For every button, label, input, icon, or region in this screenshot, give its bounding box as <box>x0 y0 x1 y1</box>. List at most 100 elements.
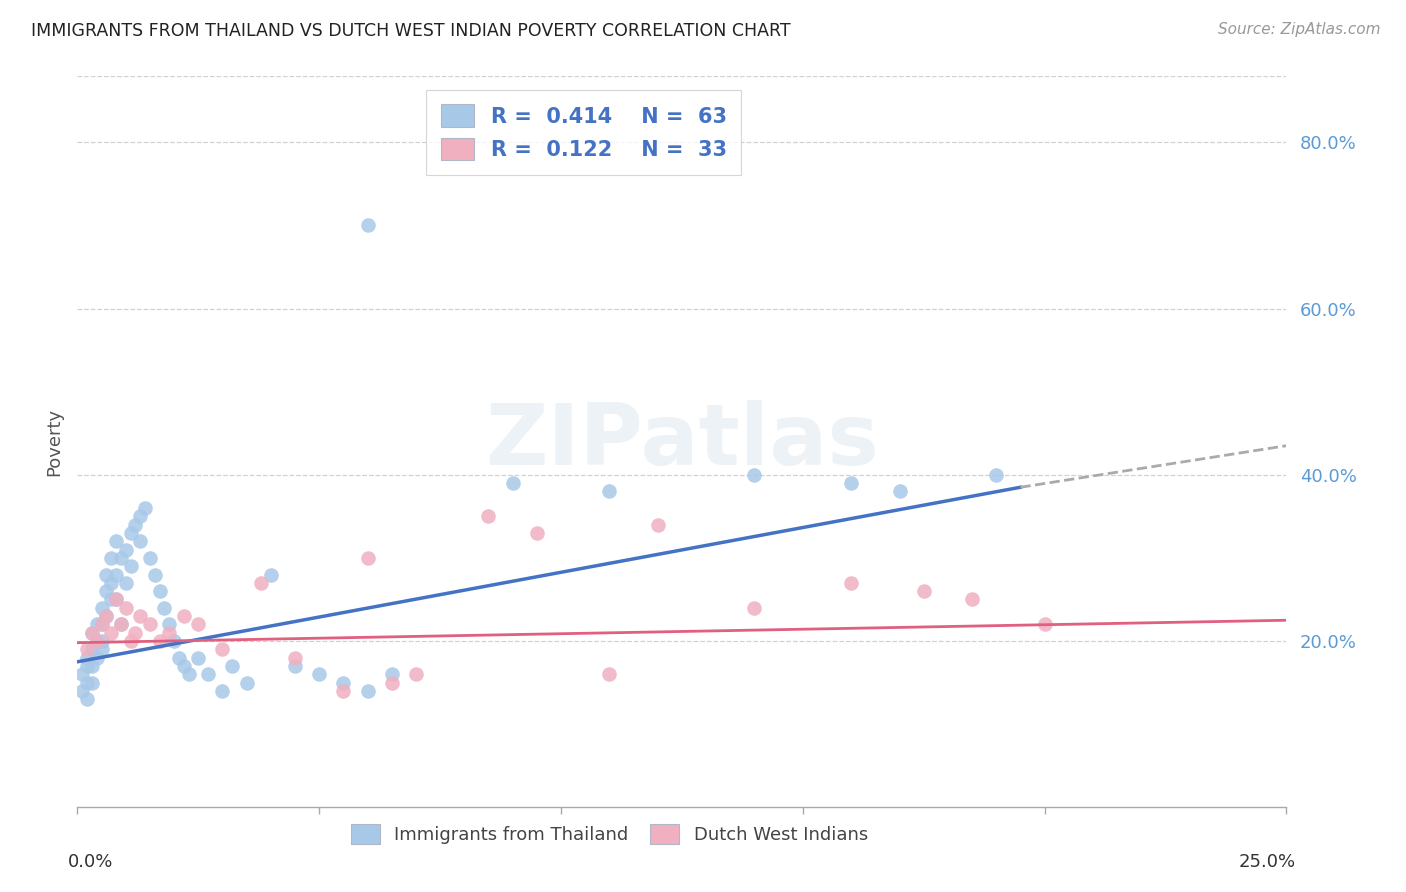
Text: ZIPatlas: ZIPatlas <box>485 400 879 483</box>
Text: Source: ZipAtlas.com: Source: ZipAtlas.com <box>1218 22 1381 37</box>
Point <box>250 575 273 590</box>
Point <box>80 675 103 690</box>
Point <box>381 675 404 690</box>
Point <box>110 617 132 632</box>
Point <box>105 592 128 607</box>
Point <box>163 634 186 648</box>
Point <box>80 625 103 640</box>
Text: IMMIGRANTS FROM THAILAND VS DUTCH WEST INDIAN POVERTY CORRELATION CHART: IMMIGRANTS FROM THAILAND VS DUTCH WEST I… <box>31 22 790 40</box>
Point <box>124 625 146 640</box>
Point <box>120 634 142 648</box>
Point <box>332 675 354 690</box>
Point <box>86 650 108 665</box>
Point <box>105 592 128 607</box>
Point <box>502 476 524 491</box>
Point <box>80 625 103 640</box>
Point <box>744 467 766 482</box>
Point <box>100 592 122 607</box>
Point <box>260 567 283 582</box>
Point <box>76 692 98 706</box>
Point <box>76 650 98 665</box>
Point <box>139 617 162 632</box>
Point <box>647 517 669 532</box>
Point <box>110 550 132 565</box>
Point <box>839 575 862 590</box>
Point <box>105 534 128 549</box>
Point <box>96 584 118 599</box>
Point <box>90 634 112 648</box>
Point <box>76 675 98 690</box>
Point <box>173 659 195 673</box>
Point <box>235 675 257 690</box>
Point <box>157 617 180 632</box>
Point <box>148 584 170 599</box>
Point <box>148 634 170 648</box>
Point <box>284 659 307 673</box>
Point <box>90 642 112 657</box>
Point <box>744 600 766 615</box>
Point <box>381 667 404 681</box>
Point <box>211 684 233 698</box>
Point <box>129 534 152 549</box>
Point <box>356 550 378 565</box>
Point <box>889 484 911 499</box>
Point <box>308 667 330 681</box>
Point <box>153 600 176 615</box>
Point <box>114 600 136 615</box>
Point <box>139 550 162 565</box>
Point <box>526 525 548 540</box>
Point <box>90 600 112 615</box>
Point <box>120 525 142 540</box>
Point <box>70 667 93 681</box>
Point <box>197 667 219 681</box>
Text: 0.0%: 0.0% <box>67 853 112 871</box>
Point <box>960 592 983 607</box>
Point <box>86 634 108 648</box>
Point <box>134 501 156 516</box>
Point <box>80 642 103 657</box>
Text: 25.0%: 25.0% <box>1239 853 1296 871</box>
Legend: Immigrants from Thailand, Dutch West Indians: Immigrants from Thailand, Dutch West Ind… <box>342 815 877 853</box>
Point <box>110 617 132 632</box>
Point <box>221 659 243 673</box>
Point <box>167 650 190 665</box>
Point <box>90 617 112 632</box>
Point <box>177 667 200 681</box>
Point <box>187 617 209 632</box>
Point <box>477 509 499 524</box>
Point <box>76 642 98 657</box>
Point <box>356 219 378 233</box>
Point <box>211 642 233 657</box>
Point <box>96 609 118 624</box>
Point <box>70 684 93 698</box>
Point <box>80 659 103 673</box>
Point <box>100 575 122 590</box>
Point <box>114 542 136 557</box>
Point <box>598 667 620 681</box>
Point <box>96 609 118 624</box>
Point <box>332 684 354 698</box>
Point <box>187 650 209 665</box>
Point <box>157 625 180 640</box>
Point <box>124 517 146 532</box>
Point <box>405 667 427 681</box>
Point <box>986 467 1008 482</box>
Point <box>356 684 378 698</box>
Point <box>839 476 862 491</box>
Point <box>100 625 122 640</box>
Point <box>90 617 112 632</box>
Point <box>100 550 122 565</box>
Point <box>143 567 166 582</box>
Point <box>105 567 128 582</box>
Point <box>76 659 98 673</box>
Point <box>129 509 152 524</box>
Point <box>912 584 935 599</box>
Point <box>114 575 136 590</box>
Point <box>173 609 195 624</box>
Point <box>86 617 108 632</box>
Point <box>120 559 142 574</box>
Point <box>86 634 108 648</box>
Point <box>284 650 307 665</box>
Y-axis label: Poverty: Poverty <box>45 408 63 475</box>
Point <box>129 609 152 624</box>
